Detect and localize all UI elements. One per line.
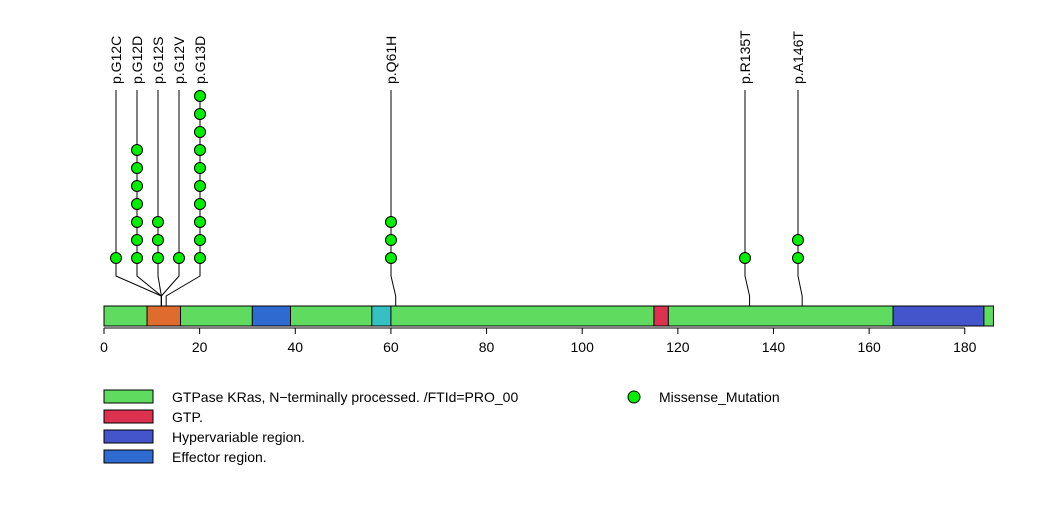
mutation-point: [385, 252, 397, 264]
mutation-point: [792, 252, 804, 264]
protein-backbone: [103, 305, 994, 327]
domain-block: [146, 305, 182, 327]
x-tick-label: 140: [762, 339, 786, 355]
x-tick-label: 40: [287, 339, 303, 355]
mutation-point: [152, 252, 164, 264]
mutation-point: [194, 234, 206, 246]
mutation-stem: [390, 90, 397, 326]
mutation-point: [110, 252, 122, 264]
legend-swatch: [103, 429, 154, 444]
mutation-point: [194, 252, 206, 264]
mutation-point: [194, 180, 206, 192]
domain-block: [251, 305, 291, 327]
legend-label: GTP.: [172, 409, 203, 425]
x-tick-label: 100: [571, 339, 595, 355]
mutation-point: [792, 234, 804, 246]
mutation-stem: [744, 90, 751, 326]
protein-bar: [103, 305, 994, 327]
legend-swatch: [103, 449, 154, 464]
mutation-label: p.G12S: [150, 37, 166, 84]
mutation-point: [152, 234, 164, 246]
mutation-label: p.R135T: [737, 30, 753, 84]
mutation-point: [131, 162, 143, 174]
mutation-label: p.Q61H: [383, 36, 399, 84]
mutation-label: p.G12D: [129, 36, 145, 84]
domain-block: [653, 305, 669, 327]
mutation-point: [194, 144, 206, 156]
mutation-point: [194, 198, 206, 210]
legend-swatch: [103, 389, 154, 404]
mutation-stem: [115, 90, 162, 306]
mutation-point: [194, 162, 206, 174]
mutation-label: p.A146T: [790, 31, 806, 84]
x-tick-label: 180: [953, 339, 977, 355]
mutation-point: [131, 252, 143, 264]
mutation-stems: [115, 90, 803, 326]
mutation-labels: p.G12C p.G12D p.G12S p.G12V p.G13D p.Q61H p.R1…: [108, 30, 806, 84]
mutation-point: [131, 144, 143, 156]
mutation-label: p.G12V: [171, 36, 187, 84]
mutation-point: [385, 234, 397, 246]
x-tick-label: 60: [383, 339, 399, 355]
x-axis: 0 20 40 60 80 100 120 140 160 180: [100, 327, 977, 355]
legend-point-marker: [627, 390, 641, 404]
legend-label: Hypervariable region.: [172, 429, 305, 445]
mutation-label: p.G13D: [192, 36, 208, 84]
mutation-point: [194, 90, 206, 102]
mutation-point: [131, 198, 143, 210]
x-tick-label: 0: [100, 339, 108, 355]
mutation-point: [131, 180, 143, 192]
mutation-point: [131, 234, 143, 246]
domain-block: [892, 305, 985, 327]
mutation-point: [739, 252, 751, 264]
mutation-stem: [165, 90, 201, 306]
legend-point-label: Missense_Mutation: [659, 389, 780, 405]
legend-label: GTPase KRas, N−terminally processed. /FT…: [172, 389, 518, 405]
mutation-stem: [160, 90, 180, 306]
legend: GTPase KRas, N−terminally processed. /FT…: [103, 389, 780, 465]
mutation-stem: [797, 90, 803, 326]
mutation-point: [385, 216, 397, 228]
legend-swatch: [103, 409, 154, 424]
mutation-label: p.G12C: [108, 36, 124, 84]
domain-block: [371, 305, 392, 327]
mutation-point: [194, 126, 206, 138]
mutation-point: [131, 216, 143, 228]
mutation-points: [110, 90, 804, 264]
x-tick-label: 20: [192, 339, 208, 355]
x-tick-label: 80: [479, 339, 495, 355]
mutation-point: [152, 216, 164, 228]
mutation-point: [194, 108, 206, 120]
legend-label: Effector region.: [172, 449, 267, 465]
mutation-stem: [157, 90, 162, 306]
mutation-point: [194, 216, 206, 228]
x-tick-label: 120: [666, 339, 690, 355]
x-tick-label: 160: [857, 339, 881, 355]
mutation-point: [173, 252, 185, 264]
